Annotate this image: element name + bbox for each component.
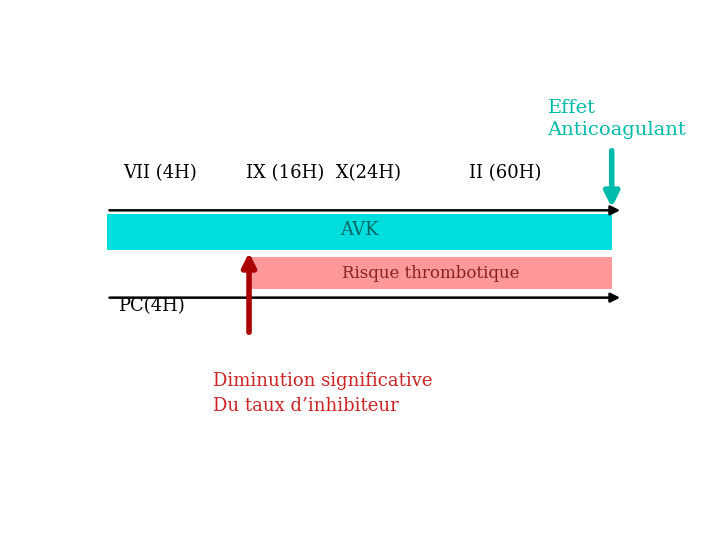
Text: AVK: AVK xyxy=(340,221,379,239)
Text: IX (16H)  X(24H): IX (16H) X(24H) xyxy=(246,164,401,182)
Text: Effet
Anticoagulant: Effet Anticoagulant xyxy=(547,99,686,139)
Bar xyxy=(249,257,612,289)
Text: Risque thrombotique: Risque thrombotique xyxy=(341,265,519,282)
Bar xyxy=(107,214,612,250)
Text: Diminution significative
Du taux d’inhibiteur: Diminution significative Du taux d’inhib… xyxy=(213,373,432,415)
Text: II (60H): II (60H) xyxy=(469,164,542,182)
Text: VII (4H): VII (4H) xyxy=(124,164,197,182)
Text: PC(4H): PC(4H) xyxy=(118,297,184,315)
